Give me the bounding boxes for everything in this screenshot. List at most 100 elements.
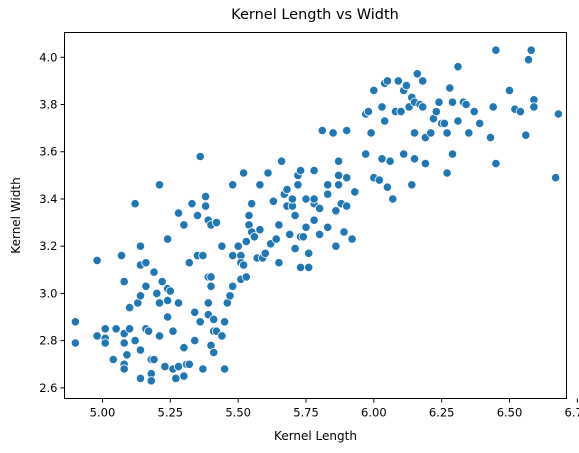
data-point [453, 116, 463, 126]
data-point [92, 331, 102, 341]
data-point [268, 196, 278, 206]
data-point [504, 85, 515, 96]
data-point [163, 234, 173, 244]
data-point [144, 326, 154, 336]
y-tick-label: 3.8 [39, 98, 57, 112]
data-point [377, 154, 387, 164]
data-point [241, 272, 251, 282]
data-point [401, 81, 411, 91]
data-point [464, 128, 474, 138]
x-tick-label: 5.75 [293, 406, 319, 420]
data-point [328, 128, 338, 138]
x-tick-label: 6.00 [361, 406, 387, 420]
data-point [152, 288, 162, 298]
data-point [119, 364, 129, 374]
data-point [445, 83, 455, 93]
data-point [369, 85, 379, 96]
data-point [160, 361, 170, 372]
data-point [163, 312, 173, 322]
data-point [363, 107, 373, 117]
data-point [301, 194, 311, 204]
data-point [141, 281, 151, 291]
data-point [255, 225, 265, 235]
data-point [342, 173, 352, 183]
data-point [298, 232, 308, 242]
data-point [119, 276, 129, 287]
data-point [412, 69, 422, 79]
data-point [314, 229, 325, 239]
data-point [385, 156, 395, 166]
data-point [447, 97, 458, 107]
data-point [179, 343, 189, 353]
x-tick-label: 5.50 [225, 406, 251, 420]
data-point [485, 133, 496, 143]
data-point [331, 241, 341, 251]
data-point [220, 364, 230, 374]
data-point [201, 192, 211, 202]
data-point [475, 118, 485, 129]
data-point [116, 251, 127, 261]
data-point [409, 128, 420, 138]
data-point [377, 102, 387, 112]
data-point [247, 199, 257, 209]
data-point [271, 234, 281, 244]
data-point [173, 298, 184, 308]
data-point [149, 267, 159, 277]
data-point [396, 107, 406, 117]
data-point [420, 159, 430, 169]
data-point [125, 302, 135, 313]
x-tick-label: 6.75 [565, 406, 579, 420]
data-point [184, 258, 194, 268]
data-point [239, 168, 249, 178]
data-point [195, 317, 205, 327]
points-layer [70, 45, 564, 386]
data-point [228, 251, 238, 261]
data-point [339, 227, 349, 237]
data-point [130, 335, 140, 346]
data-point [388, 194, 398, 204]
data-point [426, 128, 436, 138]
data-point [211, 218, 222, 228]
data-point [350, 187, 360, 197]
y-tick-label: 3.6 [39, 145, 57, 159]
data-point [309, 194, 319, 204]
data-point [244, 210, 254, 221]
data-point [165, 286, 175, 296]
data-point [233, 241, 243, 251]
data-point [179, 220, 189, 230]
data-point [241, 236, 251, 247]
x-tick-label: 6.25 [429, 406, 455, 420]
data-point [515, 107, 526, 117]
data-point [203, 298, 213, 308]
data-point [206, 272, 216, 282]
data-point [163, 295, 173, 306]
data-point [342, 201, 352, 211]
data-point [442, 168, 452, 178]
data-point [274, 220, 284, 230]
data-point [173, 208, 184, 218]
data-point [217, 241, 227, 251]
data-point [323, 180, 333, 190]
data-point [382, 182, 392, 192]
data-point [439, 118, 449, 129]
data-point [70, 338, 81, 348]
y-tick-label: 3.2 [39, 239, 57, 253]
data-point [529, 102, 539, 112]
data-point [146, 376, 156, 386]
data-point [295, 166, 306, 176]
data-point [70, 317, 81, 327]
data-point [154, 180, 165, 190]
data-point [323, 189, 333, 199]
data-point [198, 364, 208, 374]
data-point [317, 125, 327, 136]
data-point [309, 215, 319, 225]
x-axis: 5.00 5.25 5.50 5.75 6.00 6.25 6.50 6.75 [90, 398, 579, 420]
data-point [333, 156, 344, 166]
data-point [550, 173, 561, 183]
data-point [217, 331, 227, 341]
data-point [409, 154, 420, 164]
data-point [526, 45, 536, 55]
data-point [293, 180, 303, 190]
data-point [100, 338, 110, 348]
